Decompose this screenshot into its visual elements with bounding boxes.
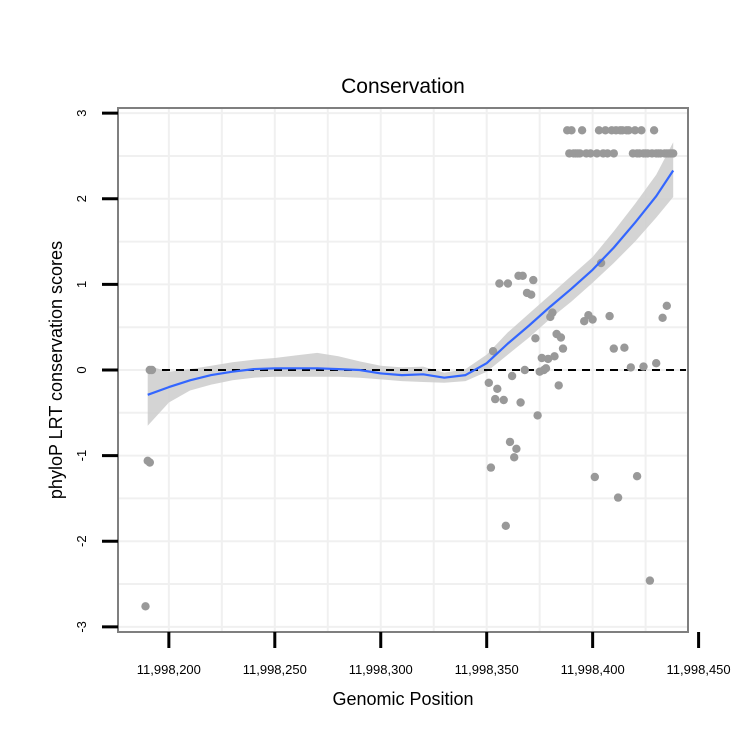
- chart-title: Conservation: [341, 75, 465, 98]
- data-point: [609, 344, 618, 353]
- data-points: [141, 126, 678, 611]
- x-tick-label: 11,998,200: [137, 662, 201, 677]
- y-tick-label: 0: [74, 366, 89, 373]
- data-point: [537, 353, 546, 363]
- data-point: [543, 354, 553, 364]
- x-axis: 11,998,200 11,998,250 11,998,300 11,998,350…: [137, 632, 731, 677]
- y-tick-label: -3: [74, 621, 89, 633]
- smooth-fit-line: [147, 169, 675, 396]
- data-point: [567, 126, 576, 135]
- data-point: [649, 126, 659, 135]
- data-point: [594, 126, 604, 135]
- data-point: [556, 333, 566, 342]
- data-point: [577, 126, 587, 135]
- data-point: [516, 398, 525, 407]
- confidence-band: [147, 142, 674, 426]
- data-point: [575, 149, 585, 158]
- data-point: [554, 381, 563, 390]
- data-point: [590, 472, 599, 482]
- y-tick-label: -2: [74, 535, 89, 547]
- data-point: [609, 149, 618, 158]
- confidence-band-area: [147, 142, 674, 426]
- data-point: [531, 334, 540, 343]
- data-point: [662, 301, 671, 310]
- data-point: [486, 463, 496, 472]
- data-point: [588, 315, 597, 324]
- data-point: [550, 352, 559, 361]
- data-point: [499, 395, 508, 405]
- x-axis-label: Genomic Position: [332, 689, 473, 709]
- data-point: [548, 308, 557, 317]
- data-point: [484, 378, 493, 387]
- y-axis: -3 -2 -1 0 1 2 3: [74, 109, 118, 633]
- data-point: [488, 347, 498, 356]
- data-point: [558, 344, 568, 353]
- data-point: [626, 363, 635, 372]
- data-point: [592, 149, 602, 158]
- data-point: [586, 149, 595, 158]
- x-tick-label: 11,998,350: [455, 662, 519, 677]
- data-point: [658, 313, 667, 322]
- y-tick-label: 2: [74, 195, 89, 202]
- data-point: [533, 411, 542, 420]
- data-point: [580, 317, 589, 326]
- x-tick-label: 11,998,250: [243, 662, 307, 677]
- data-point: [529, 275, 538, 285]
- smooth-line: [147, 169, 675, 396]
- y-tick-label: 3: [74, 109, 89, 116]
- data-point: [145, 458, 154, 467]
- data-point: [613, 493, 623, 502]
- data-point: [501, 521, 510, 530]
- y-tick-label: 1: [74, 281, 89, 288]
- data-point: [141, 602, 150, 611]
- data-point: [493, 384, 502, 393]
- data-point: [512, 444, 521, 453]
- data-point: [491, 394, 500, 404]
- data-point: [541, 364, 551, 373]
- data-point: [669, 149, 678, 158]
- data-point: [630, 126, 640, 135]
- data-point: [624, 126, 633, 135]
- y-axis-label: phyloP LRT conservation scores: [46, 241, 66, 499]
- data-point: [620, 343, 629, 352]
- x-tick-label: 11,998,450: [667, 662, 731, 677]
- data-point: [518, 271, 527, 280]
- data-point: [645, 576, 655, 585]
- data-point: [605, 311, 614, 321]
- x-tick-label: 11,998,400: [561, 662, 625, 677]
- x-tick-label: 11,998,300: [349, 662, 413, 677]
- data-point: [639, 362, 648, 371]
- data-point: [603, 149, 612, 158]
- data-point: [632, 472, 642, 481]
- data-point: [510, 453, 519, 462]
- data-point: [637, 126, 646, 135]
- data-point: [596, 258, 606, 268]
- data-point: [503, 279, 513, 288]
- data-point: [495, 279, 504, 288]
- data-point: [652, 359, 661, 368]
- data-point: [601, 126, 610, 135]
- data-point: [505, 437, 515, 447]
- data-point: [527, 290, 536, 299]
- data-point: [520, 365, 529, 375]
- y-tick-label: -1: [74, 450, 89, 462]
- data-point: [507, 371, 517, 381]
- data-point: [147, 365, 157, 375]
